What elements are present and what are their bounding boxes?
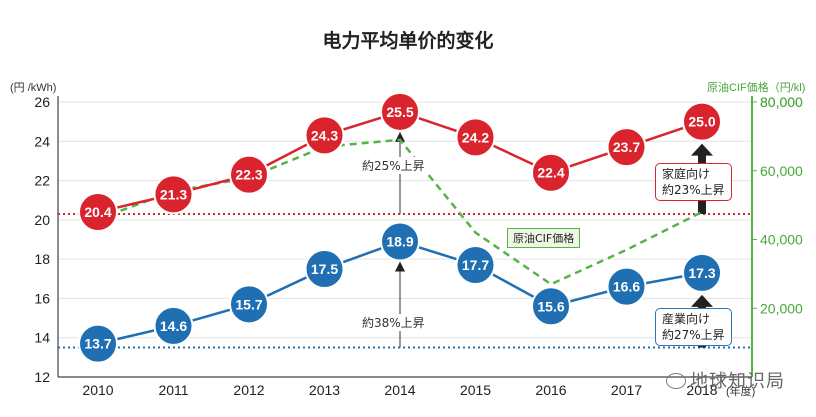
- y-left-tick-label: 14: [34, 330, 50, 346]
- industry-point: [682, 252, 722, 293]
- household-point: [304, 115, 345, 156]
- industry-point-label: 17.3: [688, 265, 715, 281]
- y-right-tick-label: 60,000: [760, 163, 803, 179]
- industry-point-label: 16.6: [613, 279, 640, 295]
- oil-price-label: 原油CIF価格: [507, 228, 581, 248]
- household-point-label: 21.3: [160, 186, 187, 202]
- x-tick-label: 2013: [309, 382, 340, 398]
- industry-point: [531, 286, 571, 327]
- household-point-label: 24.2: [462, 129, 489, 145]
- household-point: [606, 127, 647, 168]
- household-point: [682, 101, 722, 142]
- x-tick-label: 2018: [686, 382, 717, 398]
- x-unit-label: (年度): [726, 384, 755, 398]
- industry-rise-arrow-head: [395, 261, 405, 272]
- industry-point: [380, 221, 420, 262]
- industry-point-label: 17.5: [311, 261, 338, 277]
- industry-point: [229, 284, 269, 325]
- x-tick-label: 2016: [535, 382, 566, 398]
- household-callout: 家庭向け 約23%上昇: [655, 163, 732, 201]
- y-right-tick-label: 20,000: [760, 300, 803, 316]
- industry-callout: 産業向け 約27%上昇: [655, 308, 732, 346]
- industry-point: [78, 323, 118, 364]
- industry-2018-arrow-head: [691, 294, 713, 307]
- y-right-axis-label: 原油CIF価格（円/kl): [707, 80, 805, 94]
- y-right-tick-label: 40,000: [760, 232, 803, 248]
- y-left-tick-label: 20: [34, 212, 50, 228]
- y-left-tick-label: 12: [34, 369, 50, 385]
- household-point-label: 22.3: [235, 167, 262, 183]
- industry-point-label: 17.7: [462, 257, 489, 273]
- watermark: 地球知识局: [666, 367, 785, 393]
- y-left-tick-label: 24: [34, 133, 50, 149]
- industry-callout-title: 産業向け: [662, 312, 711, 326]
- wechat-icon: [666, 373, 686, 389]
- industry-point: [304, 248, 345, 289]
- household-point-label: 20.4: [84, 204, 111, 220]
- industry-point-label: 13.7: [84, 336, 111, 352]
- household-2018-arrow-head: [691, 143, 713, 156]
- household-point: [531, 152, 571, 193]
- tick-labels: 12 14 16 18 20 22 24 26(円 /kWh) 20,000 40,000 60,0…: [10, 80, 805, 398]
- industry-point: [153, 305, 194, 346]
- household-point-label: 25.0: [688, 114, 715, 130]
- x-tick-label: 2014: [384, 382, 415, 398]
- household-point-label: 22.4: [537, 165, 564, 181]
- household-point: [455, 117, 496, 158]
- household-point-label: 24.3: [311, 127, 338, 143]
- industry-point-label: 18.9: [386, 233, 413, 249]
- x-tick-label: 2017: [611, 382, 642, 398]
- y-right-tick-label: 80,000: [760, 94, 803, 110]
- chart-title: 电力平均单价的变化: [322, 30, 494, 52]
- y-left-tick-label: 16: [34, 290, 50, 306]
- x-tick-label: 2012: [233, 382, 264, 398]
- industry-point-label: 15.6: [537, 298, 564, 314]
- x-tick-label: 2015: [460, 382, 491, 398]
- industry-point: [606, 266, 647, 307]
- household-point: [153, 174, 194, 215]
- watermark-text: 地球知识局: [690, 371, 785, 392]
- household-point: [229, 154, 269, 195]
- rise-label-household: 約25%上昇: [360, 157, 427, 174]
- household-point: [78, 192, 118, 232]
- household-callout-title: 家庭向け: [662, 167, 711, 181]
- y-left-tick-label: 26: [34, 94, 50, 110]
- household-callout-value: 約23%上昇: [662, 183, 725, 197]
- y-left-tick-label: 22: [34, 173, 50, 189]
- y-left-axis-label: (円 /kWh): [10, 82, 56, 94]
- x-tick-label: 2011: [158, 382, 188, 398]
- oil-price-line: [97, 138, 703, 286]
- industry-callout-value: 約27%上昇: [662, 328, 725, 342]
- household-point-label: 25.5: [386, 104, 413, 120]
- data-points: 20.4 21.3 22.3 24.3 25.5 24.2 22.4 23.7 25.0 13.7…: [78, 91, 722, 364]
- rise-label-industry: 約38%上昇: [360, 314, 427, 331]
- axes: [57, 96, 757, 378]
- x-tick-label: 2010: [82, 382, 113, 398]
- y-left-tick-label: 18: [34, 251, 50, 267]
- industry-point: [455, 245, 496, 286]
- y-right-tick-label-top: 80,000: [760, 94, 803, 110]
- household-point: [380, 91, 420, 132]
- household-point-label: 23.7: [613, 139, 640, 155]
- industry-point-label: 14.6: [160, 318, 187, 334]
- industry-point-label: 15.7: [235, 296, 262, 312]
